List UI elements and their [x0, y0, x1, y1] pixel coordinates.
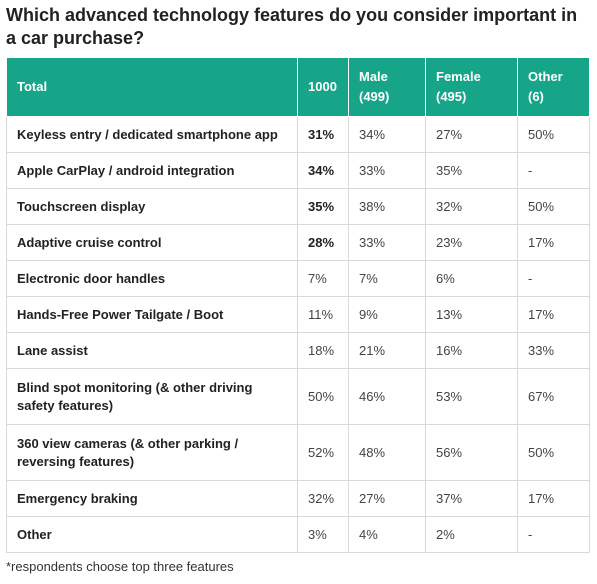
column-header-male: Male (499): [348, 57, 426, 117]
table-row: Apple CarPlay / android integration 34% 33…: [6, 152, 590, 189]
male-value: 33%: [348, 152, 426, 189]
other-value: 17%: [517, 480, 590, 517]
header-row: Total 1000 Male (499) Female (495) Other…: [6, 57, 590, 117]
other-value: 50%: [517, 424, 590, 481]
male-value: 27%: [348, 480, 426, 517]
column-header-sample-size: (495): [436, 89, 467, 104]
male-value: 21%: [348, 332, 426, 369]
table-row: Other 3% 4% 2% -: [6, 516, 590, 553]
feature-label: Blind spot monitoring (& other driving s…: [6, 368, 298, 425]
column-header-count: 1000: [297, 57, 349, 117]
male-value: 9%: [348, 296, 426, 333]
other-value: 67%: [517, 368, 590, 425]
table-row: Adaptive cruise control 28% 33% 23% 17%: [6, 224, 590, 261]
male-value: 33%: [348, 224, 426, 261]
column-header-label: 1000: [308, 79, 337, 94]
feature-label: Hands-Free Power Tailgate / Boot: [6, 296, 298, 333]
female-value: 27%: [425, 116, 518, 153]
female-value: 6%: [425, 260, 518, 297]
male-value: 46%: [348, 368, 426, 425]
feature-label: Other: [6, 516, 298, 553]
feature-label: Lane assist: [6, 332, 298, 369]
female-value: 23%: [425, 224, 518, 261]
feature-label: 360 view cameras (& other parking / reve…: [6, 424, 298, 481]
feature-label: Emergency braking: [6, 480, 298, 517]
male-value: 48%: [348, 424, 426, 481]
total-value: 34%: [297, 152, 349, 189]
total-value: 32%: [297, 480, 349, 517]
feature-label: Apple CarPlay / android integration: [6, 152, 298, 189]
female-value: 16%: [425, 332, 518, 369]
feature-label: Electronic door handles: [6, 260, 298, 297]
feature-label: Touchscreen display: [6, 188, 298, 225]
total-value: 11%: [297, 296, 349, 333]
male-value: 38%: [348, 188, 426, 225]
other-value: 50%: [517, 188, 590, 225]
column-header-total: Total: [6, 57, 298, 117]
total-value: 7%: [297, 260, 349, 297]
female-value: 56%: [425, 424, 518, 481]
total-value: 31%: [297, 116, 349, 153]
column-header-label: Total: [17, 79, 48, 94]
female-value: 35%: [425, 152, 518, 189]
other-value: 17%: [517, 296, 590, 333]
other-value: 33%: [517, 332, 590, 369]
female-value: 13%: [425, 296, 518, 333]
feature-label: Keyless entry / dedicated smartphone app: [6, 116, 298, 153]
total-value: 50%: [297, 368, 349, 425]
survey-table: Total 1000 Male (499) Female (495) Other…: [6, 57, 590, 553]
female-value: 2%: [425, 516, 518, 553]
table-row: Hands-Free Power Tailgate / Boot 11% 9% 13%…: [6, 296, 590, 333]
column-header-label: Other: [528, 69, 563, 84]
total-value: 35%: [297, 188, 349, 225]
table-row: 360 view cameras (& other parking / reve…: [6, 424, 590, 481]
male-value: 7%: [348, 260, 426, 297]
column-header-label: Female: [436, 69, 481, 84]
other-value: -: [517, 152, 590, 189]
footnote: *respondents choose top three features: [6, 559, 234, 574]
table-row: Electronic door handles 7% 7% 6% -: [6, 260, 590, 297]
chart-title: Which advanced technology features do yo…: [6, 5, 578, 48]
total-value: 52%: [297, 424, 349, 481]
male-value: 34%: [348, 116, 426, 153]
table-row: Emergency braking 32% 27% 37% 17%: [6, 480, 590, 517]
total-value: 3%: [297, 516, 349, 553]
column-header-other: Other (6): [517, 57, 590, 117]
column-header-sample-size: (499): [359, 89, 390, 104]
other-value: 17%: [517, 224, 590, 261]
male-value: 4%: [348, 516, 426, 553]
total-value: 18%: [297, 332, 349, 369]
column-header-female: Female (495): [425, 57, 518, 117]
table-body: Keyless entry / dedicated smartphone app…: [6, 116, 590, 553]
female-value: 53%: [425, 368, 518, 425]
table-row: Touchscreen display 35% 38% 32% 50%: [6, 188, 590, 225]
total-value: 28%: [297, 224, 349, 261]
column-header-sample-size: (6): [528, 89, 544, 104]
table-row: Lane assist 18% 21% 16% 33%: [6, 332, 590, 369]
table-row: Blind spot monitoring (& other driving s…: [6, 368, 590, 425]
feature-label: Adaptive cruise control: [6, 224, 298, 261]
other-value: -: [517, 516, 590, 553]
female-value: 32%: [425, 188, 518, 225]
column-header-label: Male: [359, 69, 388, 84]
table-row: Keyless entry / dedicated smartphone app…: [6, 116, 590, 153]
other-value: -: [517, 260, 590, 297]
other-value: 50%: [517, 116, 590, 153]
female-value: 37%: [425, 480, 518, 517]
